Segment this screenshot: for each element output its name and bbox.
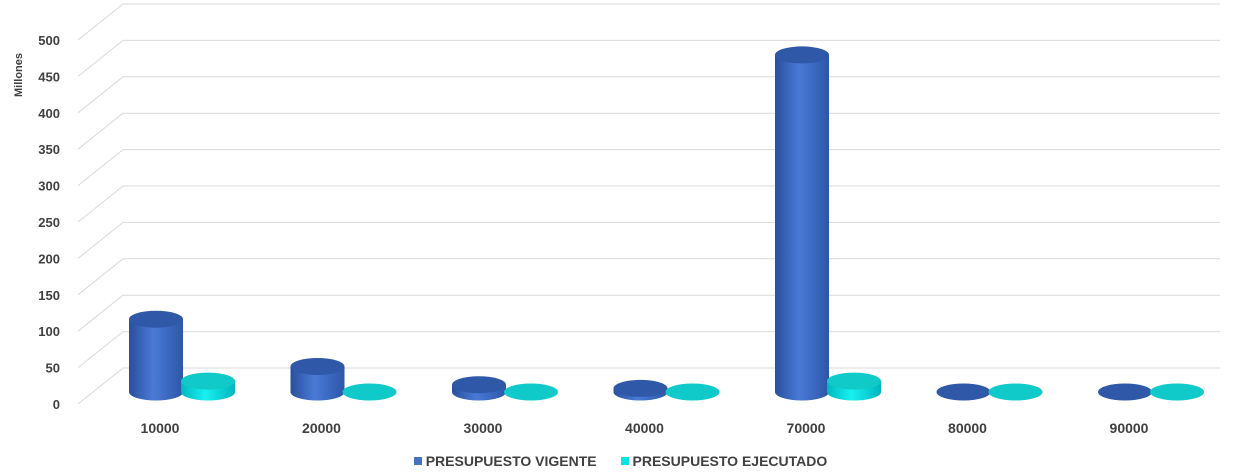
y-tick-label: 400 [38,106,60,121]
gridline-diagonal [77,149,124,186]
bar-ejecutado-90000 [1150,383,1204,401]
gridline-diagonal [77,3,124,41]
bar-vigente-40000 [613,379,668,401]
bar-top [181,372,235,390]
bar-vigente-90000 [1098,383,1152,401]
bar-top [290,358,345,376]
bar-vigente-30000 [452,376,506,401]
gridline-diagonal [77,331,124,368]
bar-top [665,383,720,401]
bar-top [129,310,183,328]
bar-ejecutado-40000 [665,383,720,401]
bar-top [1098,383,1152,401]
y-tick-label: 450 [38,69,60,84]
bar-top [827,372,881,390]
x-tick-label: 90000 [1110,420,1149,436]
y-tick-label: 250 [38,215,60,230]
legend-swatch-ejecutado [620,457,629,465]
legend-item-ejecutado: PRESUPUESTO EJECUTADO [620,453,828,469]
bar-ejecutado-10000 [181,372,235,401]
bar-vigente-10000 [129,310,183,401]
legend-swatch-vigente [413,457,422,465]
x-tick-label: 40000 [625,420,664,436]
bar-body [775,54,829,401]
gridline-diagonal [77,367,124,405]
gridline-diagonal [77,294,124,332]
bar-body [290,366,345,401]
legend-label-ejecutado: PRESUPUESTO EJECUTADO [632,453,828,469]
legend: PRESUPUESTO VIGENTE PRESUPUESTO EJECUTAD… [0,452,1241,469]
x-tick-label: 80000 [948,420,987,436]
gridlines [77,3,1220,405]
gridline-diagonal [77,185,124,223]
bar-top [988,383,1043,401]
y-tick-label: 350 [38,142,60,157]
bar-vigente-20000 [290,358,345,401]
bar-vigente-70000 [775,46,829,401]
bars [129,46,1204,401]
y-axis-ticks: 0 50 100 150 200 250 300 350 400 450 500 [38,33,60,412]
y-axis-title: Millones [13,53,25,97]
bar-ejecutado-70000 [827,372,881,401]
gridline-diagonal [77,258,124,296]
gridline-diagonal [77,76,124,114]
legend-item-vigente: PRESUPUESTO VIGENTE [413,453,597,469]
x-tick-label: 30000 [464,420,503,436]
bar-top [1150,383,1204,401]
bar-top [936,383,991,401]
y-tick-label: 500 [38,33,60,48]
legend-label-vigente: PRESUPUESTO VIGENTE [425,453,597,469]
bar-top [775,46,829,64]
bar-top [452,376,506,394]
y-tick-label: 300 [38,179,60,194]
x-tick-label: 10000 [141,420,180,436]
y-tick-label: 100 [38,324,60,339]
bar-ejecutado-20000 [342,383,397,401]
bar-top [504,383,558,401]
x-axis-categories: 10000 20000 30000 40000 70000 80000 90000 [141,420,1149,436]
gridline-diagonal [77,222,124,259]
bar-ejecutado-30000 [504,383,558,401]
bar-top [613,379,668,397]
bar-body [129,319,183,401]
x-tick-label: 20000 [302,420,341,436]
bar-vigente-80000 [936,383,991,401]
y-tick-label: 150 [38,288,60,303]
bar-top [342,383,397,401]
gridline-diagonal [77,112,124,150]
bar-ejecutado-80000 [988,383,1043,401]
gridline-diagonal [77,40,124,77]
y-tick-label: 50 [46,361,60,376]
x-tick-label: 70000 [787,420,826,436]
y-tick-label: 0 [53,397,60,412]
y-tick-label: 200 [38,251,60,266]
